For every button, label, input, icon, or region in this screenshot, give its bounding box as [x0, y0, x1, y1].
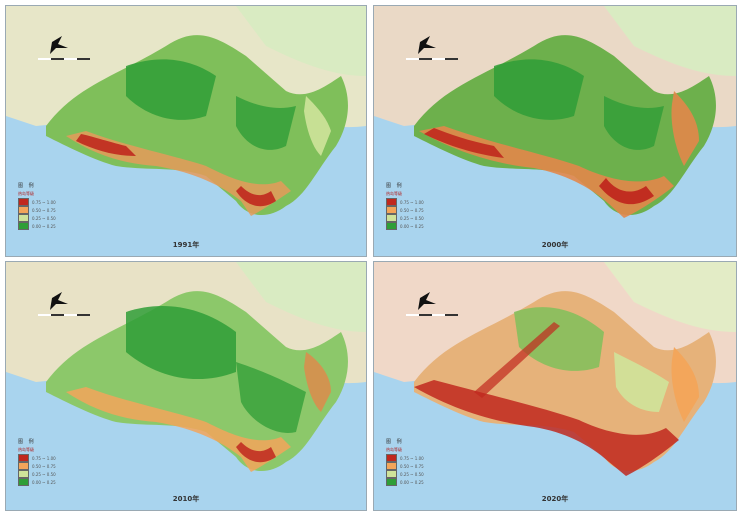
legend-title: 图 例: [18, 439, 36, 445]
legend-label: 0.00 ~ 0.25: [32, 223, 56, 229]
legend-row: 0.00 ~ 0.25: [18, 222, 64, 230]
legend: 图 例 热岛等级 0.75 ~ 1.00 0.50 ~ 0.75 0.25 ~ …: [18, 182, 64, 230]
legend-swatch: [386, 470, 397, 478]
legend-subtitle: 热岛等级: [386, 447, 402, 452]
legend-swatch: [386, 214, 397, 222]
legend-row: 0.25 ~ 0.50: [386, 470, 432, 478]
map-2020: [374, 262, 736, 510]
legend-row: 0.00 ~ 0.25: [386, 222, 432, 230]
legend-label: 0.50 ~ 0.75: [32, 463, 56, 469]
legend-label: 0.25 ~ 0.50: [32, 471, 56, 477]
legend-row: 0.25 ~ 0.50: [386, 214, 432, 222]
legend-swatch: [18, 454, 29, 462]
legend-label: 0.25 ~ 0.50: [400, 471, 424, 477]
map-panel-1991: 图 例 热岛等级 0.75 ~ 1.00 0.50 ~ 0.75 0.25 ~ …: [5, 5, 367, 257]
legend-swatch: [18, 222, 29, 230]
legend-row: 0.50 ~ 0.75: [18, 206, 64, 214]
map-panel-2010: 图 例 热岛等级 0.75 ~ 1.00 0.50 ~ 0.75 0.25 ~ …: [5, 261, 367, 511]
legend-swatch: [386, 222, 397, 230]
legend-row: 0.75 ~ 1.00: [386, 454, 432, 462]
map-panel-2020: 图 例 热岛等级 0.75 ~ 1.00 0.50 ~ 0.75 0.25 ~ …: [373, 261, 737, 511]
legend-label: 0.50 ~ 0.75: [32, 207, 56, 213]
legend-label: 0.50 ~ 0.75: [400, 463, 424, 469]
legend-label: 0.25 ~ 0.50: [32, 215, 56, 221]
legend: 图 例 热岛等级 0.75 ~ 1.00 0.50 ~ 0.75 0.25 ~ …: [386, 438, 432, 486]
legend-swatch: [386, 454, 397, 462]
legend-label: 0.75 ~ 1.00: [400, 455, 424, 461]
legend-row: 0.50 ~ 0.75: [386, 206, 432, 214]
year-label: 1991年: [172, 241, 200, 249]
map-2010: [6, 262, 366, 510]
legend-label: 0.75 ~ 1.00: [32, 199, 56, 205]
north-arrow-scale: [34, 288, 94, 322]
legend-label: 0.50 ~ 0.75: [400, 207, 424, 213]
legend-swatch: [386, 198, 397, 206]
north-arrow-scale: [402, 32, 462, 66]
legend-subtitle: 热岛等级: [18, 191, 34, 196]
legend-row: 0.00 ~ 0.25: [18, 478, 64, 486]
legend-label: 0.00 ~ 0.25: [400, 479, 424, 485]
legend-swatch: [386, 478, 397, 486]
map-panel-2000: 图 例 热岛等级 0.75 ~ 1.00 0.50 ~ 0.75 0.25 ~ …: [373, 5, 737, 257]
legend-subtitle: 热岛等级: [386, 191, 402, 196]
legend-row: 0.75 ~ 1.00: [18, 198, 64, 206]
legend-label: 0.00 ~ 0.25: [32, 479, 56, 485]
legend-label: 0.75 ~ 1.00: [32, 455, 56, 461]
legend-row: 0.75 ~ 1.00: [18, 454, 64, 462]
legend-row: 0.50 ~ 0.75: [386, 462, 432, 470]
legend-label: 0.00 ~ 0.25: [400, 223, 424, 229]
legend-swatch: [18, 214, 29, 222]
legend-row: 0.75 ~ 1.00: [386, 198, 432, 206]
legend-subtitle: 热岛等级: [18, 447, 34, 452]
legend-row: 0.25 ~ 0.50: [18, 214, 64, 222]
legend: 图 例 热岛等级 0.75 ~ 1.00 0.50 ~ 0.75 0.25 ~ …: [18, 438, 64, 486]
legend-swatch: [18, 198, 29, 206]
year-label: 2020年: [541, 495, 569, 503]
legend-title: 图 例: [386, 439, 404, 445]
legend-swatch: [386, 462, 397, 470]
legend-row: 0.25 ~ 0.50: [18, 470, 64, 478]
legend-title: 图 例: [386, 183, 404, 189]
north-arrow-scale: [34, 32, 94, 66]
legend-swatch: [18, 478, 29, 486]
legend-swatch: [18, 470, 29, 478]
map-2000: [374, 6, 736, 256]
legend-swatch: [18, 462, 29, 470]
legend: 图 例 热岛等级 0.75 ~ 1.00 0.50 ~ 0.75 0.25 ~ …: [386, 182, 432, 230]
north-arrow-scale: [402, 288, 462, 322]
map-1991: [6, 6, 366, 256]
legend-row: 0.00 ~ 0.25: [386, 478, 432, 486]
year-label: 2000年: [541, 241, 569, 249]
legend-label: 0.25 ~ 0.50: [400, 215, 424, 221]
legend-label: 0.75 ~ 1.00: [400, 199, 424, 205]
legend-title: 图 例: [18, 183, 36, 189]
legend-swatch: [18, 206, 29, 214]
legend-row: 0.50 ~ 0.75: [18, 462, 64, 470]
year-label: 2010年: [172, 495, 200, 503]
legend-swatch: [386, 206, 397, 214]
